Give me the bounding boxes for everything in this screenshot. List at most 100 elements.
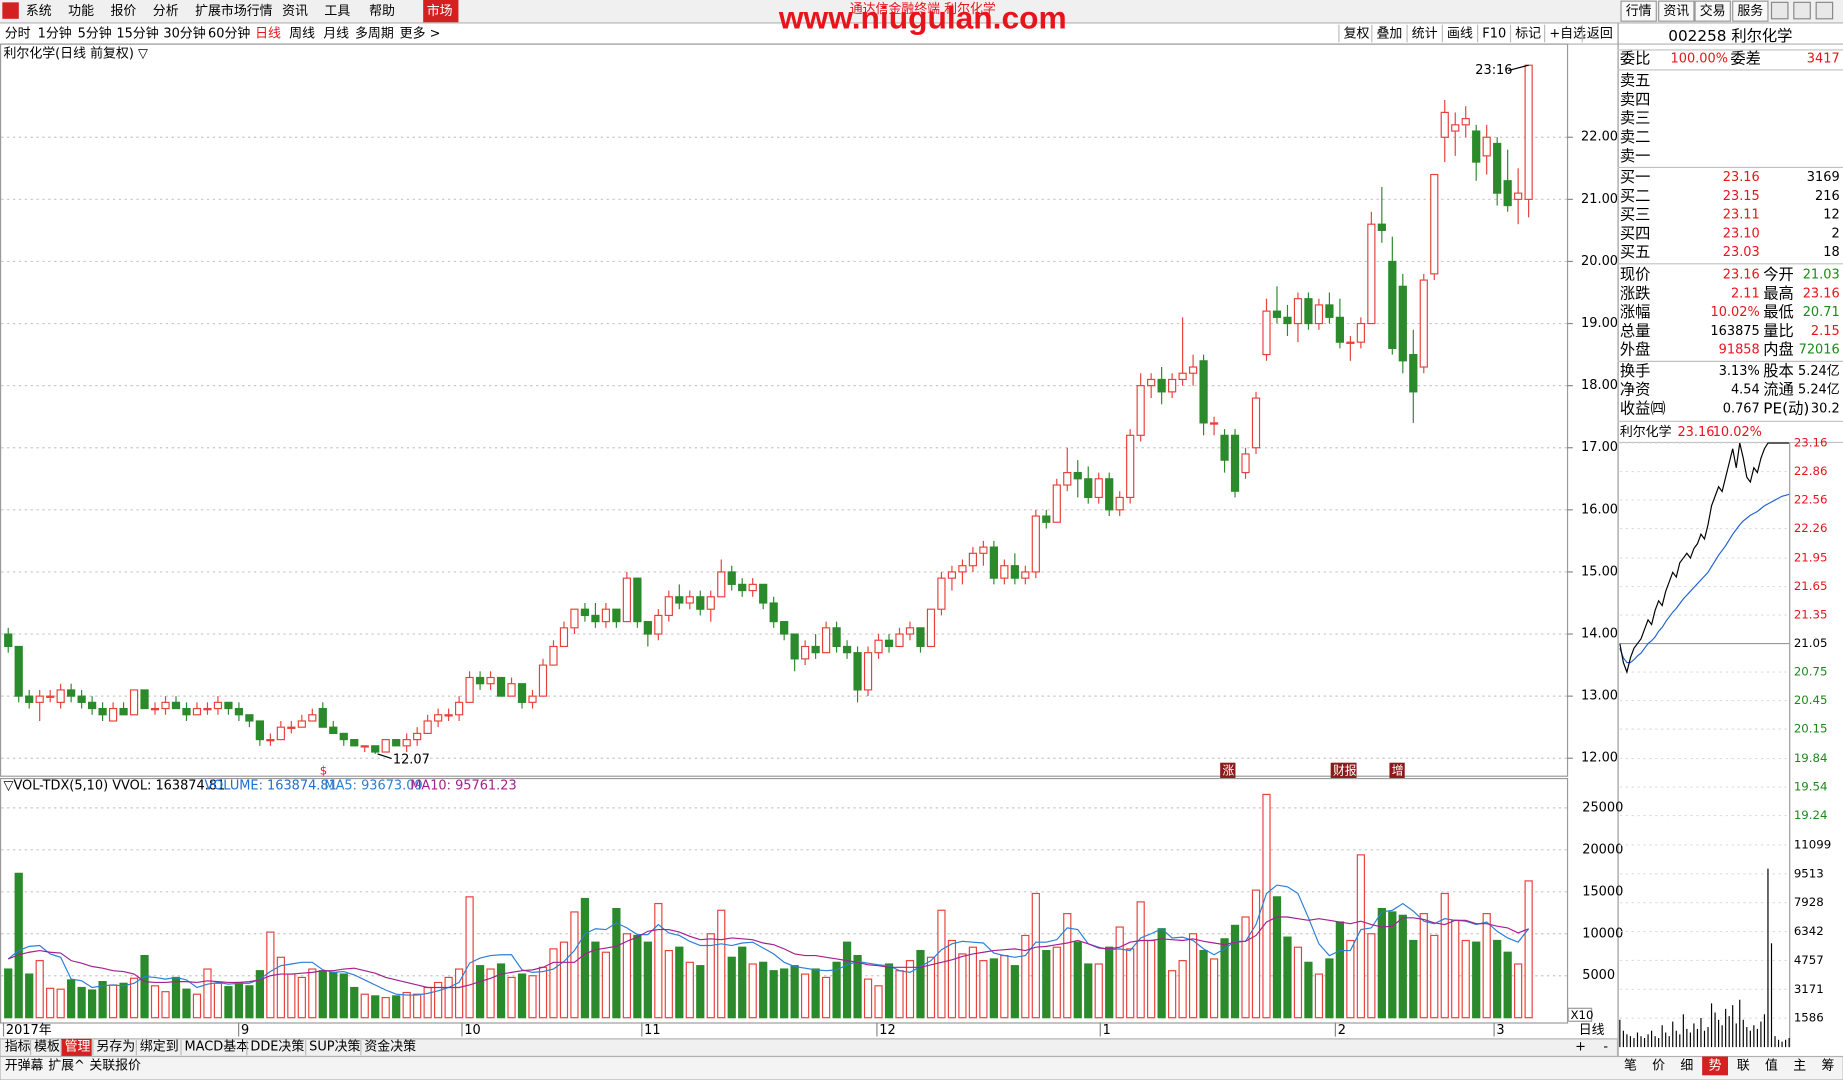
period-tab[interactable]: 日线 — [255, 27, 281, 42]
candle-body — [643, 621, 652, 635]
logo — [2, 2, 19, 19]
bottom-tab[interactable]: 资金决策 — [364, 1039, 416, 1055]
top-button[interactable]: 交易 — [1700, 3, 1726, 19]
buy-label: 买三 — [1620, 206, 1651, 224]
menu-item[interactable]: 市场 — [427, 3, 453, 19]
top-button[interactable]: 服务 — [1737, 3, 1763, 19]
tool-button[interactable]: 返回 — [1587, 27, 1613, 42]
menu-item[interactable]: 工具 — [324, 4, 350, 19]
volume-bar — [1251, 889, 1261, 1019]
x-tick-label: 2017年 — [6, 1023, 52, 1038]
mini-y-label: 20.75 — [1794, 665, 1828, 679]
volume-bar — [350, 986, 359, 1019]
period-tab[interactable]: 60分钟 — [208, 26, 250, 42]
volume-bar — [895, 970, 904, 1019]
buy-price: 23.10 — [1723, 226, 1760, 241]
period-tab[interactable]: 月线 — [323, 27, 349, 42]
window-max[interactable] — [1793, 1, 1811, 20]
y-tick-label: 17.00 — [1581, 440, 1618, 455]
bottom-tab[interactable]: SUP决策 — [309, 1039, 360, 1055]
volume-bar — [727, 956, 736, 1019]
bottom-tab[interactable]: DDE决策 — [250, 1039, 304, 1055]
zoom-button[interactable]: + — [1575, 1040, 1586, 1055]
y-tick-label: 16.00 — [1581, 502, 1618, 517]
menu-item[interactable]: 分析 — [153, 4, 179, 19]
right-tab[interactable]: 主 — [1793, 1058, 1806, 1073]
period-tab[interactable]: 多周期 — [355, 27, 394, 42]
ma-line — [8, 916, 1529, 989]
volume-bar — [1304, 961, 1313, 1019]
tool-button[interactable]: 画线 — [1447, 27, 1473, 42]
tool-button[interactable]: 统计 — [1412, 27, 1438, 42]
candle-body — [350, 739, 359, 747]
bottom-tab[interactable]: 指标 — [5, 1040, 31, 1055]
period-tab[interactable]: 周线 — [289, 27, 315, 42]
candle-body — [371, 745, 380, 753]
candle-body — [1178, 372, 1187, 381]
candle-body — [937, 577, 946, 610]
tool-button[interactable]: F10 — [1482, 27, 1506, 42]
bottom-tab[interactable]: MACD基本 — [185, 1040, 250, 1055]
tool-button[interactable]: 复权 — [1344, 26, 1370, 42]
zoom-button[interactable]: - — [1603, 1040, 1608, 1055]
candle-body — [308, 714, 317, 722]
candle-body — [402, 739, 411, 747]
right-tab[interactable]: 联 — [1737, 1058, 1750, 1073]
candle-body — [570, 608, 579, 629]
volume-bar — [685, 961, 694, 1019]
period-tab[interactable]: 5分钟 — [78, 26, 112, 42]
mini-y2-label: 11099 — [1794, 837, 1831, 851]
volume-bar — [1325, 958, 1334, 1019]
volume-bar — [129, 977, 139, 1019]
bottom-tab[interactable]: 管理 — [65, 1040, 91, 1055]
period-tab[interactable]: 30分钟 — [163, 26, 205, 42]
bottom-tab[interactable]: 模板 — [34, 1040, 60, 1055]
volume-bar — [1084, 963, 1093, 1019]
window-close[interactable] — [1815, 1, 1834, 20]
stat-value: 21.03 — [1803, 267, 1840, 282]
status-tab[interactable]: 扩展^ — [48, 1058, 85, 1073]
tool-button[interactable]: 叠加 — [1377, 27, 1403, 42]
candle-body — [780, 621, 789, 635]
candle-body — [601, 608, 611, 623]
window-min[interactable] — [1770, 1, 1789, 20]
right-tab[interactable]: 值 — [1765, 1057, 1778, 1073]
period-tab[interactable]: 15分钟 — [116, 26, 158, 42]
buy-label: 买五 — [1620, 243, 1651, 261]
volume-bar — [748, 963, 757, 1019]
tool-button[interactable]: 标记 — [1515, 27, 1541, 42]
status-tab[interactable]: 关联报价 — [89, 1058, 141, 1073]
right-tab[interactable]: 价 — [1652, 1058, 1665, 1073]
candle-body — [77, 695, 86, 703]
candle-body — [1251, 397, 1261, 449]
volume-bar — [507, 976, 516, 1019]
top-button[interactable]: 行情 — [1626, 4, 1652, 19]
bottom-tab[interactable]: 另存为 — [96, 1040, 135, 1055]
status-tab[interactable]: 开弹幕 — [5, 1058, 44, 1073]
menu-item[interactable]: 功能 — [68, 4, 94, 19]
bottom-tab[interactable]: 绑定到 — [140, 1040, 179, 1055]
menu-item[interactable]: 系统 — [26, 4, 52, 19]
period-tab[interactable]: 更多 > — [400, 27, 441, 42]
menu-item[interactable]: 报价 — [110, 4, 136, 19]
top-button[interactable]: 资讯 — [1663, 4, 1689, 19]
candle-body — [140, 689, 149, 710]
volume-bar — [1136, 901, 1145, 1019]
menu-item[interactable]: 扩展市场行情 — [195, 3, 273, 19]
right-tab[interactable]: 筹 — [1821, 1057, 1834, 1073]
candle-body — [1335, 316, 1345, 343]
menu-item[interactable]: 资讯 — [282, 4, 308, 19]
stat-label: 总量 — [1620, 322, 1651, 340]
menu-item[interactable]: 帮助 — [369, 4, 395, 19]
period-tab[interactable]: 1分钟 — [38, 26, 72, 42]
volume-bar — [717, 909, 726, 1019]
right-tab[interactable]: 笔 — [1624, 1057, 1637, 1073]
candle-body — [968, 552, 978, 567]
volume-bar — [1230, 924, 1240, 1019]
tool-button[interactable]: +自选 — [1549, 27, 1586, 42]
right-tab[interactable]: 势 — [1709, 1057, 1722, 1073]
period-tab[interactable]: 分时 — [5, 27, 31, 42]
right-tab[interactable]: 细 — [1680, 1058, 1693, 1073]
fin-value: 30.2 — [1811, 401, 1840, 416]
